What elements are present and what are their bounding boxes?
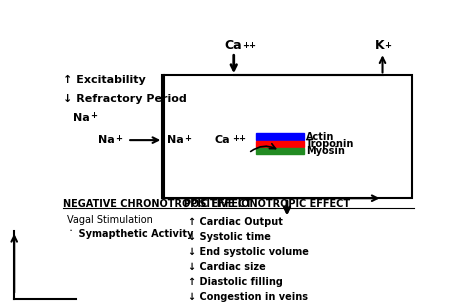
Text: Vagal Stimulation: Vagal Stimulation bbox=[66, 215, 153, 225]
Text: ↓ Congestion in veins: ↓ Congestion in veins bbox=[188, 292, 308, 302]
Text: NEGATIVE CHRONOTROPIC EFFECT: NEGATIVE CHRONOTROPIC EFFECT bbox=[63, 199, 252, 209]
Text: POSITIVE IONOTROPIC EFFECT: POSITIVE IONOTROPIC EFFECT bbox=[184, 199, 350, 209]
Text: ++: ++ bbox=[232, 134, 246, 143]
Text: Ca: Ca bbox=[224, 39, 242, 52]
Text: +: + bbox=[384, 41, 392, 50]
Bar bbox=[162, 75, 412, 198]
Text: Myosin: Myosin bbox=[306, 146, 345, 156]
Text: ↓ Refractory Period: ↓ Refractory Period bbox=[63, 94, 187, 103]
Text: +: + bbox=[184, 134, 191, 143]
Text: ↑ Excitability: ↑ Excitability bbox=[63, 75, 146, 85]
Text: Na: Na bbox=[166, 135, 183, 145]
Text: Ca: Ca bbox=[215, 135, 230, 145]
Text: ↑ Cardiac Output: ↑ Cardiac Output bbox=[188, 217, 283, 227]
Text: ↓ Cardiac size: ↓ Cardiac size bbox=[188, 262, 265, 272]
Text: ++: ++ bbox=[242, 41, 256, 50]
Text: Actin: Actin bbox=[306, 132, 335, 142]
Bar bbox=[256, 133, 303, 140]
Text: ↑ Diastolic filling: ↑ Diastolic filling bbox=[188, 277, 283, 287]
Text: +: + bbox=[115, 134, 122, 143]
Text: ↓ Symapthetic Activity: ↓ Symapthetic Activity bbox=[66, 229, 193, 239]
Bar bbox=[256, 148, 303, 154]
Text: ↓ End systolic volume: ↓ End systolic volume bbox=[188, 247, 309, 257]
Bar bbox=[256, 140, 303, 147]
Text: K: K bbox=[375, 39, 384, 52]
Text: Na: Na bbox=[73, 113, 90, 123]
Text: +: + bbox=[91, 111, 98, 120]
Text: Troponin: Troponin bbox=[306, 139, 355, 149]
Text: ↓ Systolic time: ↓ Systolic time bbox=[188, 232, 271, 242]
Text: Na: Na bbox=[98, 135, 114, 145]
